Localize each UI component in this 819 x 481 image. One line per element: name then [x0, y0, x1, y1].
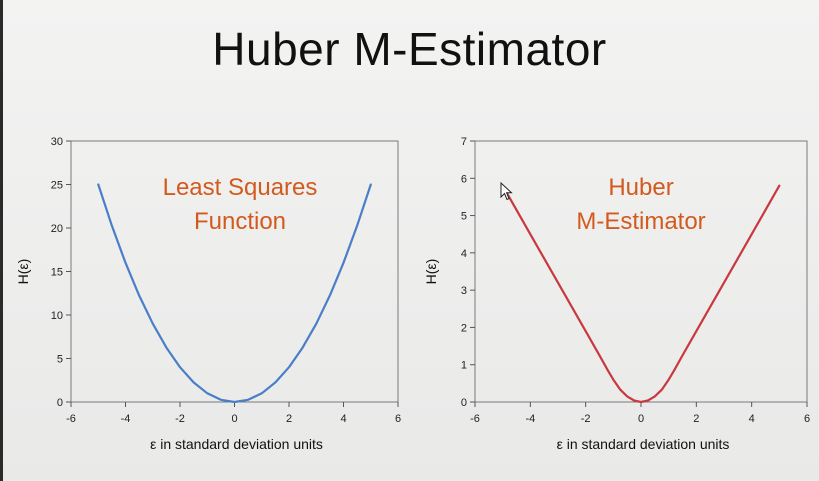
y-tick-label: 1: [461, 360, 467, 372]
x-tick-label: -6: [470, 413, 480, 425]
x-tick-label: 2: [693, 413, 699, 425]
y-tick-label: 4: [461, 248, 467, 260]
y-tick-label: 2: [461, 322, 467, 334]
x-tick-label: 4: [749, 413, 755, 425]
chart-annotation-line: M-Estimator: [576, 208, 705, 235]
y-tick-label: 30: [51, 136, 63, 148]
x-tick-label: 2: [286, 413, 292, 425]
x-tick-label: 0: [638, 413, 644, 425]
x-axis-title: ε in standard deviation units: [557, 436, 730, 452]
x-tick-label: -2: [175, 413, 185, 425]
chart-annotation-line: Function: [194, 208, 286, 235]
x-tick-label: 4: [340, 413, 346, 425]
chart-annotation-line: Huber: [608, 174, 673, 201]
y-tick-label: 6: [461, 173, 467, 185]
y-tick-label: 25: [51, 180, 63, 192]
chart-annotation-line: Least Squares: [163, 174, 318, 201]
window-edge: [0, 0, 3, 481]
x-tick-label: 6: [804, 413, 810, 425]
y-tick-label: 5: [461, 211, 467, 223]
y-tick-label: 10: [51, 310, 63, 322]
y-tick-label: 5: [57, 354, 63, 366]
x-tick-label: 0: [231, 413, 237, 425]
series-line-0-0: [97, 183, 372, 404]
y-axis-title: H(ε): [15, 259, 31, 285]
x-tick-label: 6: [395, 413, 401, 425]
y-tick-label: 0: [461, 397, 467, 409]
series-line-1-0: [501, 184, 781, 404]
y-tick-label: 20: [51, 223, 63, 235]
x-tick-label: -4: [121, 413, 131, 425]
x-tick-label: -2: [581, 413, 591, 425]
y-axis-title: H(ε): [423, 259, 439, 285]
x-axis-title: ε in standard deviation units: [150, 436, 323, 452]
y-tick-label: 7: [461, 136, 467, 148]
slide-title: Huber M-Estimator: [212, 23, 607, 75]
x-tick-label: -4: [525, 413, 535, 425]
y-tick-label: 15: [51, 267, 63, 279]
x-tick-label: -6: [66, 413, 76, 425]
y-tick-label: 0: [57, 397, 63, 409]
mouse-cursor-icon: [500, 182, 513, 201]
y-tick-label: 3: [461, 285, 467, 297]
